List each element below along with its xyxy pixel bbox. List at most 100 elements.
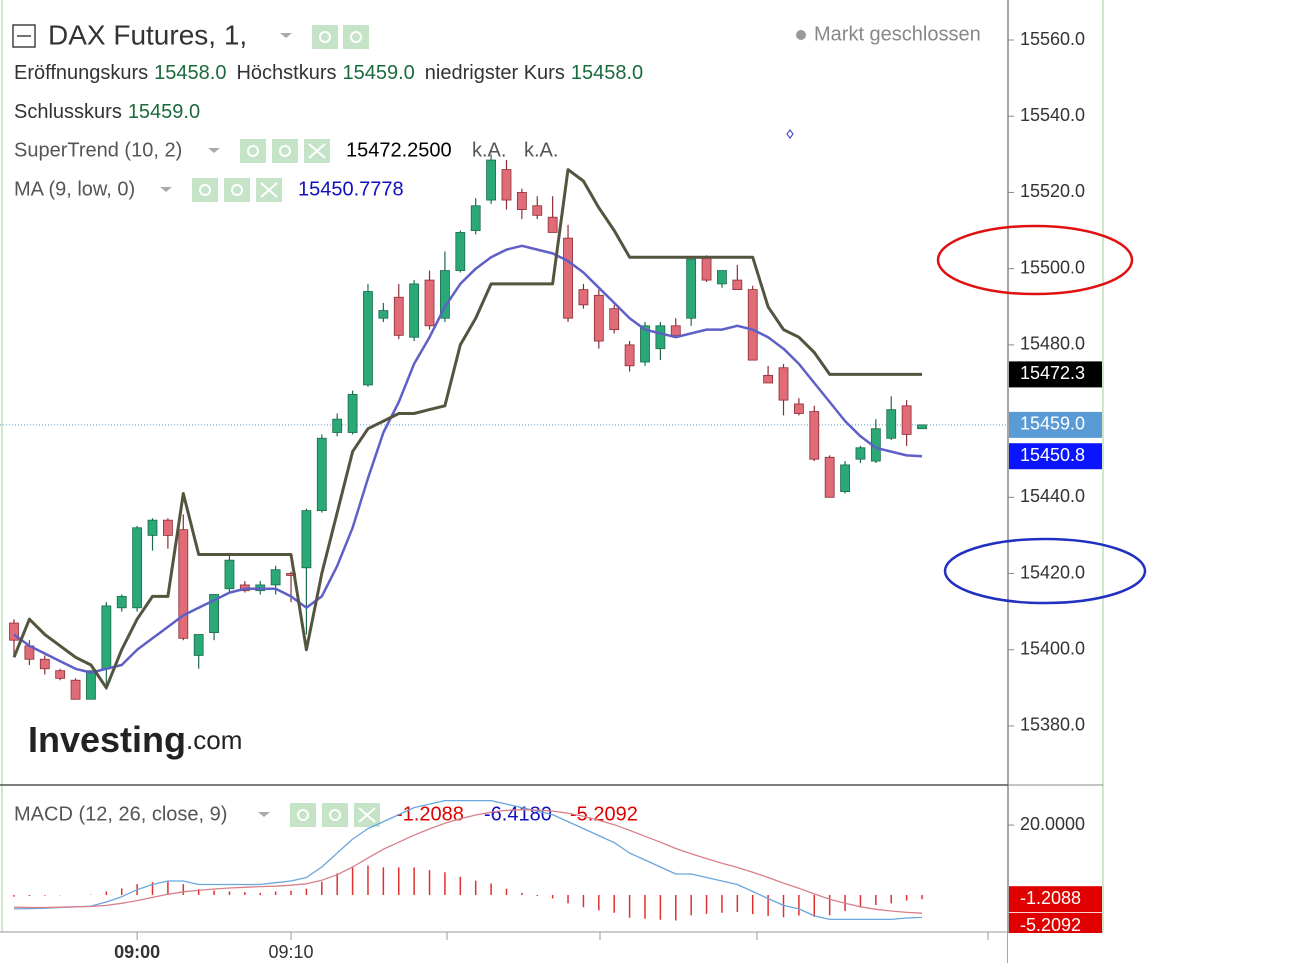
y-tick-label: 15400.0: [1020, 638, 1085, 658]
y-tick-label: 15440.0: [1020, 486, 1085, 506]
icon-glyph: [358, 807, 376, 823]
dropdown-arrow[interactable]: [160, 187, 172, 192]
candle-body: [424, 279, 435, 327]
candle-body: [270, 569, 281, 586]
y-tick-label: 15380.0: [1020, 715, 1085, 735]
annotation-ellipse: [936, 224, 1134, 296]
candle-body: [809, 411, 820, 460]
y-tick-label: 15520.0: [1020, 181, 1085, 201]
candle-body: [886, 409, 897, 439]
candle-body: [532, 205, 543, 216]
candle-body: [132, 527, 143, 609]
candle-body: [9, 622, 19, 641]
candle-body: [101, 605, 112, 670]
ma-icons[interactable]: [192, 178, 282, 202]
macd-signal-value: -5.2092: [570, 803, 638, 825]
candle-body: [670, 325, 681, 336]
ohlc-label: niedrigster Kurs: [425, 62, 565, 84]
collapse-icon[interactable]: [12, 24, 36, 48]
candle-body: [609, 308, 620, 331]
dropdown-arrow[interactable]: [280, 33, 292, 38]
candle-body: [486, 159, 496, 201]
candle-body: [316, 437, 327, 512]
supertrend-line: [12, 168, 922, 690]
candle-body: [824, 456, 835, 498]
candle-body: [178, 529, 189, 639]
candle-body: [855, 447, 866, 460]
ohlc-row: Eröffnungskurs 15458.0 Höchstkurs 15459.0 ni…: [14, 62, 643, 84]
icon-glyph: [260, 182, 278, 198]
supertrend-icons[interactable]: [240, 139, 330, 163]
ohlc-label: Eröffnungskurs: [14, 62, 148, 84]
candle-body: [409, 283, 420, 338]
supertrend-extra: k.A.: [472, 139, 506, 161]
candle-body: [86, 670, 96, 700]
supertrend-value: 15472.2500: [346, 139, 452, 161]
candle-body: [917, 424, 927, 430]
overlay-axis-label-box: [1009, 443, 1102, 470]
collapse-box: [12, 24, 36, 48]
dropdown-arrow[interactable]: [258, 812, 270, 817]
icon[interactable]: [290, 803, 316, 827]
supertrend-legend: SuperTrend (10, 2): [14, 139, 182, 161]
candle-body: [516, 192, 527, 210]
x-tick-label: 09:00: [114, 942, 160, 962]
watermark-brand: Investing: [28, 719, 186, 760]
y-tick-label: 15540.0: [1020, 105, 1085, 125]
ma-value: 15450.7778: [298, 178, 404, 200]
ma-line: [13, 244, 923, 674]
icon[interactable]: [240, 139, 266, 163]
icon-glyph: [350, 31, 362, 43]
ohlc-label: Schlusskurs: [14, 101, 122, 123]
icon-glyph: [329, 809, 341, 821]
annotation-ellipse: [943, 537, 1147, 605]
macd-axis-label-box: [1009, 886, 1102, 913]
y-tick-label: 15480.0: [1020, 334, 1085, 354]
candle-body: [70, 679, 81, 700]
candle-body: [193, 634, 204, 656]
ohlc-row: Schlusskurs 15459.0: [14, 101, 200, 123]
watermark-suffix: .com: [186, 725, 242, 755]
candle-body: [763, 374, 774, 384]
candle-body: [455, 232, 466, 271]
candle-body: [39, 658, 50, 670]
dropdown-arrow[interactable]: [208, 148, 220, 153]
macd-line: [13, 799, 923, 921]
candle-body: [162, 519, 173, 536]
candle-body: [116, 595, 127, 609]
overlay-axis-label: 15472.3: [1020, 363, 1085, 383]
icon[interactable]: [224, 178, 250, 202]
candle-body: [686, 258, 697, 319]
y-tick-label: 15420.0: [1020, 562, 1085, 582]
axis-mask: [1008, 933, 1104, 963]
icon[interactable]: [322, 803, 348, 827]
icon[interactable]: [312, 25, 338, 49]
chart-title: DAX Futures, 1,: [48, 19, 247, 50]
unlabeled-time-ticks: [446, 932, 989, 940]
candle-body: [547, 216, 558, 233]
title-icons[interactable]: [312, 25, 369, 49]
last-price-axis-label: 15459.0: [1020, 414, 1085, 434]
macd-icons[interactable]: [290, 803, 380, 827]
candle-body: [378, 310, 389, 319]
candle-body: [793, 403, 804, 414]
icon-glyph: [231, 184, 243, 196]
candle-body: [578, 289, 589, 306]
last-price-axis-label-box: [1009, 411, 1102, 438]
candle-body: [363, 291, 373, 386]
icon-glyph: [279, 145, 291, 157]
icon-glyph: [308, 143, 326, 159]
candle-body: [624, 344, 635, 367]
plot-area: 15560.015540.015520.015500.015480.015460…: [0, 29, 1102, 962]
icon[interactable]: [192, 178, 218, 202]
candle-body: [440, 270, 450, 319]
icon[interactable]: [343, 25, 369, 49]
icon-glyph: [319, 31, 331, 43]
candle-body: [501, 169, 512, 201]
macd-line-value: -6.4180: [484, 803, 552, 825]
candle-body: [332, 418, 343, 433]
candle-body: [655, 325, 666, 350]
candle-body: [717, 270, 727, 285]
icon[interactable]: [272, 139, 298, 163]
